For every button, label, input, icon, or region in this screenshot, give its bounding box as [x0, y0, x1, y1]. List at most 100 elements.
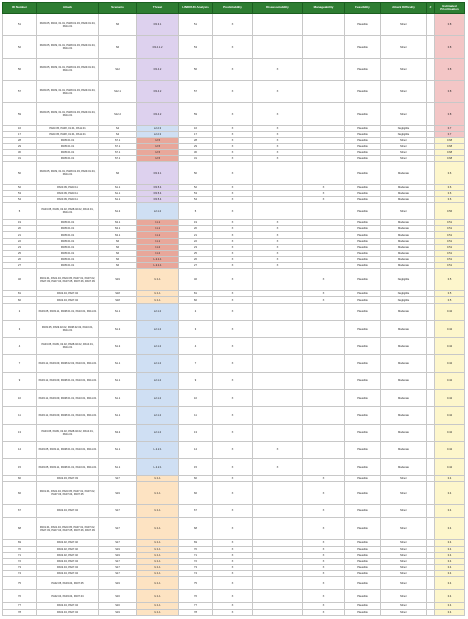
- cell-manageability: [302, 319, 345, 339]
- cell-prioritisation: 0.42: [434, 302, 465, 321]
- table-row[interactable]: 52 PA03.05, PA09, 01.01, PA08.01.03, PA09…: [2, 35, 465, 59]
- table-row[interactable]: 57 PA03.05, PA09, 01.01, PA08.01.03, PA09…: [2, 80, 465, 104]
- cell-threat: L2.1.2: [136, 423, 179, 442]
- cell-attack-difficulty: Negligible: [380, 268, 427, 292]
- cell-attack-difficulty: Moderate: [380, 337, 427, 356]
- cell-feasibility: Plausible: [344, 458, 381, 477]
- cell-predictability: X: [212, 201, 253, 221]
- table-row[interactable]: 78 PA02.04, PA07.04 S19 U.1.1 78 X X Plausible M…: [2, 608, 465, 617]
- table-row[interactable]: 4 PA03.05, PA09, 02.02, PA08.02.02, PA10.…: [2, 337, 465, 356]
- cell-prioritisation: 0.42: [434, 337, 465, 356]
- table-row[interactable]: 67 PA02.04, PA07.04 S17 U.1.1 67 X X Plausible M…: [2, 503, 465, 519]
- cell-scenario: S1.1: [98, 458, 137, 477]
- table-row[interactable]: 5 PA03.05, PA09, 02.02, PA08.02.02, PA10.…: [2, 201, 465, 221]
- table-row[interactable]: 7 PA03.11, PA03.09, PA08.02.02, PA10.01, …: [2, 354, 465, 373]
- cell-prioritisation: 0.6: [434, 161, 465, 185]
- cell-attack: PA03.11, PA03.09, PA08.01.01, PA10.01, P…: [36, 388, 99, 408]
- cell-prioritisation: 0.4: [434, 608, 465, 617]
- cell-scenario: S1.2: [98, 337, 137, 356]
- table-row[interactable]: 28 PA05.01.01 S7.1 I.2.5 28 X X Plausible Minor 0…: [2, 136, 465, 145]
- cell-feasibility: Plausible: [344, 388, 381, 408]
- cell-disassociability: [252, 161, 303, 185]
- cell-attack: PA03.05, PA09.02.02, PA08.02.02, PA10.01…: [36, 319, 99, 339]
- cell-scenario: S12.2: [98, 102, 137, 126]
- table-row[interactable]: 71 PA02.02, PA07.02 S19 U.1.1 71 X X Plausible M…: [2, 551, 465, 559]
- table-row[interactable]: 9 PA03.11, PA03.09, PA08.01.01, PA10.01, …: [2, 371, 465, 390]
- table-row[interactable]: 68 PA01.01, PA01.04, PA03.05, PA07.01, PA…: [2, 517, 465, 541]
- cell-linddun: 5: [178, 201, 213, 221]
- table-row[interactable]: 56 PA03.05, PA09, 01.01, PA08.01.03, PA09…: [2, 57, 465, 82]
- table-row[interactable]: 52 PA03.09, PA03.11 S1.1 D3.5.4 52 X X Plausibl…: [2, 183, 465, 191]
- cell-scenario: S17: [98, 503, 137, 519]
- cell-scenario: S3.2: [98, 423, 137, 442]
- table-row[interactable]: 46 PA01.01, PA01.04, PA03.05, PA07.01, PA…: [2, 268, 465, 292]
- col-header-disassociability[interactable]: Disassociability: [252, 2, 303, 14]
- table-row[interactable]: 75 PA02.05, PA03.04, PA07.05 S19 U.1.1 75 X X P…: [2, 575, 465, 591]
- table-body: 51 PA03.05, PA04, 01.01, PA08.01.03, PA09…: [2, 12, 465, 617]
- col-header-threat[interactable]: Threat: [136, 2, 179, 14]
- cell-linddun: 53: [178, 35, 213, 59]
- cell-attack: PA03.05, PA03.11, PA08.01.01, PA10.01, P…: [36, 458, 99, 477]
- cell-scenario: S19: [98, 575, 137, 591]
- table-row[interactable]: 10 PA03.11, PA03.09, PA08.01.01, PA10.01,…: [2, 388, 465, 408]
- cell-prioritisation: 0.8: [434, 80, 465, 104]
- col-header-attack-difficulty[interactable]: Attack Difficulty: [380, 2, 427, 14]
- table-row[interactable]: 11 PA03.11, PA03.09, PA08.01.01, PA10.01,…: [2, 406, 465, 425]
- cell-manageability: [302, 337, 345, 356]
- cell-predictability: X: [212, 371, 253, 390]
- cell-disassociability: X: [252, 440, 303, 460]
- col-header-attack[interactable]: Attack: [36, 2, 99, 14]
- table-row[interactable]: 51 PA03.05, PA04, 01.01, PA08.01.03, PA09…: [2, 12, 465, 37]
- cell-predictability: X: [212, 458, 253, 477]
- table-row[interactable]: 66 PA01.01, PA01.04, PA03.05, PA07.01, PA…: [2, 481, 465, 505]
- cell-feasibility: Plausible: [344, 302, 381, 321]
- col-header-manageability[interactable]: Manageability: [302, 2, 345, 14]
- cell-disassociability: [252, 423, 303, 442]
- cell-predictability: X: [212, 35, 253, 59]
- cell-predictability: X: [212, 406, 253, 425]
- cell-attack: PA03.05, PA09, 02.02, PA08.02.02, PA10.0…: [36, 337, 99, 356]
- cell-threat: U.1.1: [136, 481, 179, 505]
- table-row[interactable]: 14 PA03.05, PA03.11, PA08.01.01, PA10.01,…: [2, 440, 465, 460]
- cell-attack-difficulty: Moderate: [380, 302, 427, 321]
- table-row[interactable]: 2 PA03.05, PA03.11, PA08.01.01, PA10.01, …: [2, 302, 465, 321]
- table-row[interactable]: 77 PA02.04, PA07.04 S16 U.1.1 77 X X Plausible M…: [2, 602, 465, 610]
- cell-attack: PA02.04, PA03.04, PA07.04: [36, 589, 99, 604]
- cell-linddun: 59: [178, 102, 213, 126]
- table-row[interactable]: 23 PA05.01.01 S6 I.1.2 23 X X Plausible Moderate…: [2, 243, 465, 251]
- cell-predictability: X: [212, 589, 253, 604]
- cell-predictability: X: [212, 423, 253, 442]
- cell-attack-difficulty: Minor: [380, 517, 427, 541]
- cell-manageability: [302, 302, 345, 321]
- table-row[interactable]: 13 PA03.05, PA09, 02.02, PA08.02.02, PA10…: [2, 423, 465, 442]
- table-row[interactable]: 31 PA05.01.01 S7.1 I.2.5 31 X X Plausible Minor 0…: [2, 155, 465, 163]
- cell-id: 10: [2, 388, 37, 408]
- cell-number: [426, 575, 435, 591]
- col-header-scenario[interactable]: Scenario: [98, 2, 137, 14]
- cell-prioritisation: 0.42: [434, 388, 465, 408]
- cell-threat: U.1.1: [136, 503, 179, 519]
- col-header-predictability[interactable]: Predictability: [212, 2, 253, 14]
- cell-predictability: X: [212, 161, 253, 185]
- col-header-number[interactable]: #: [426, 2, 435, 14]
- col-header-id[interactable]: ID Number: [2, 2, 37, 14]
- table-row[interactable]: 3 PA03.05, PA09.02.02, PA08.02.02, PA10.0…: [2, 319, 465, 339]
- cell-id: 50: [2, 161, 37, 185]
- cell-attack: PA03.05, PA09, 02.02, PA08.02.02, PA10.0…: [36, 201, 99, 221]
- cell-prioritisation: 0.42: [434, 354, 465, 373]
- cell-attack: PA02.04, PA07.04: [36, 608, 99, 617]
- table-row[interactable]: 73 PA02.04, PA07.04 S17 U.1.1 73 X X Plausible M…: [2, 563, 465, 571]
- table-row[interactable]: 59 PA03.05, PA09, 01.01, PA08.01.03, PA09…: [2, 102, 465, 126]
- col-header-linddun[interactable]: LINDDUN Analysis: [178, 2, 213, 14]
- cell-number: [426, 503, 435, 519]
- col-header-feasibility[interactable]: Feasibility: [344, 2, 381, 14]
- cell-linddun: 67: [178, 503, 213, 519]
- cell-id: 3: [2, 319, 37, 339]
- table-row[interactable]: 15 PA03.05, PA03.11, PA08.01.01, PA10.01,…: [2, 458, 465, 477]
- table-row[interactable]: 26 PA05.01.01 S6 L.2.1.1 26 X X Plausible Modera…: [2, 255, 465, 263]
- table-row[interactable]: 50 PA03.05, PA09, 01.01, PA08.01.03, PA09…: [2, 161, 465, 185]
- col-header-prioritisation[interactable]: Estimated Prioritisation: [434, 2, 465, 14]
- cell-manageability: X: [302, 517, 345, 541]
- cell-id: 5: [2, 201, 37, 221]
- table-row[interactable]: 76 PA02.04, PA03.04, PA07.04 S16 U.1.1 76 X X P…: [2, 589, 465, 604]
